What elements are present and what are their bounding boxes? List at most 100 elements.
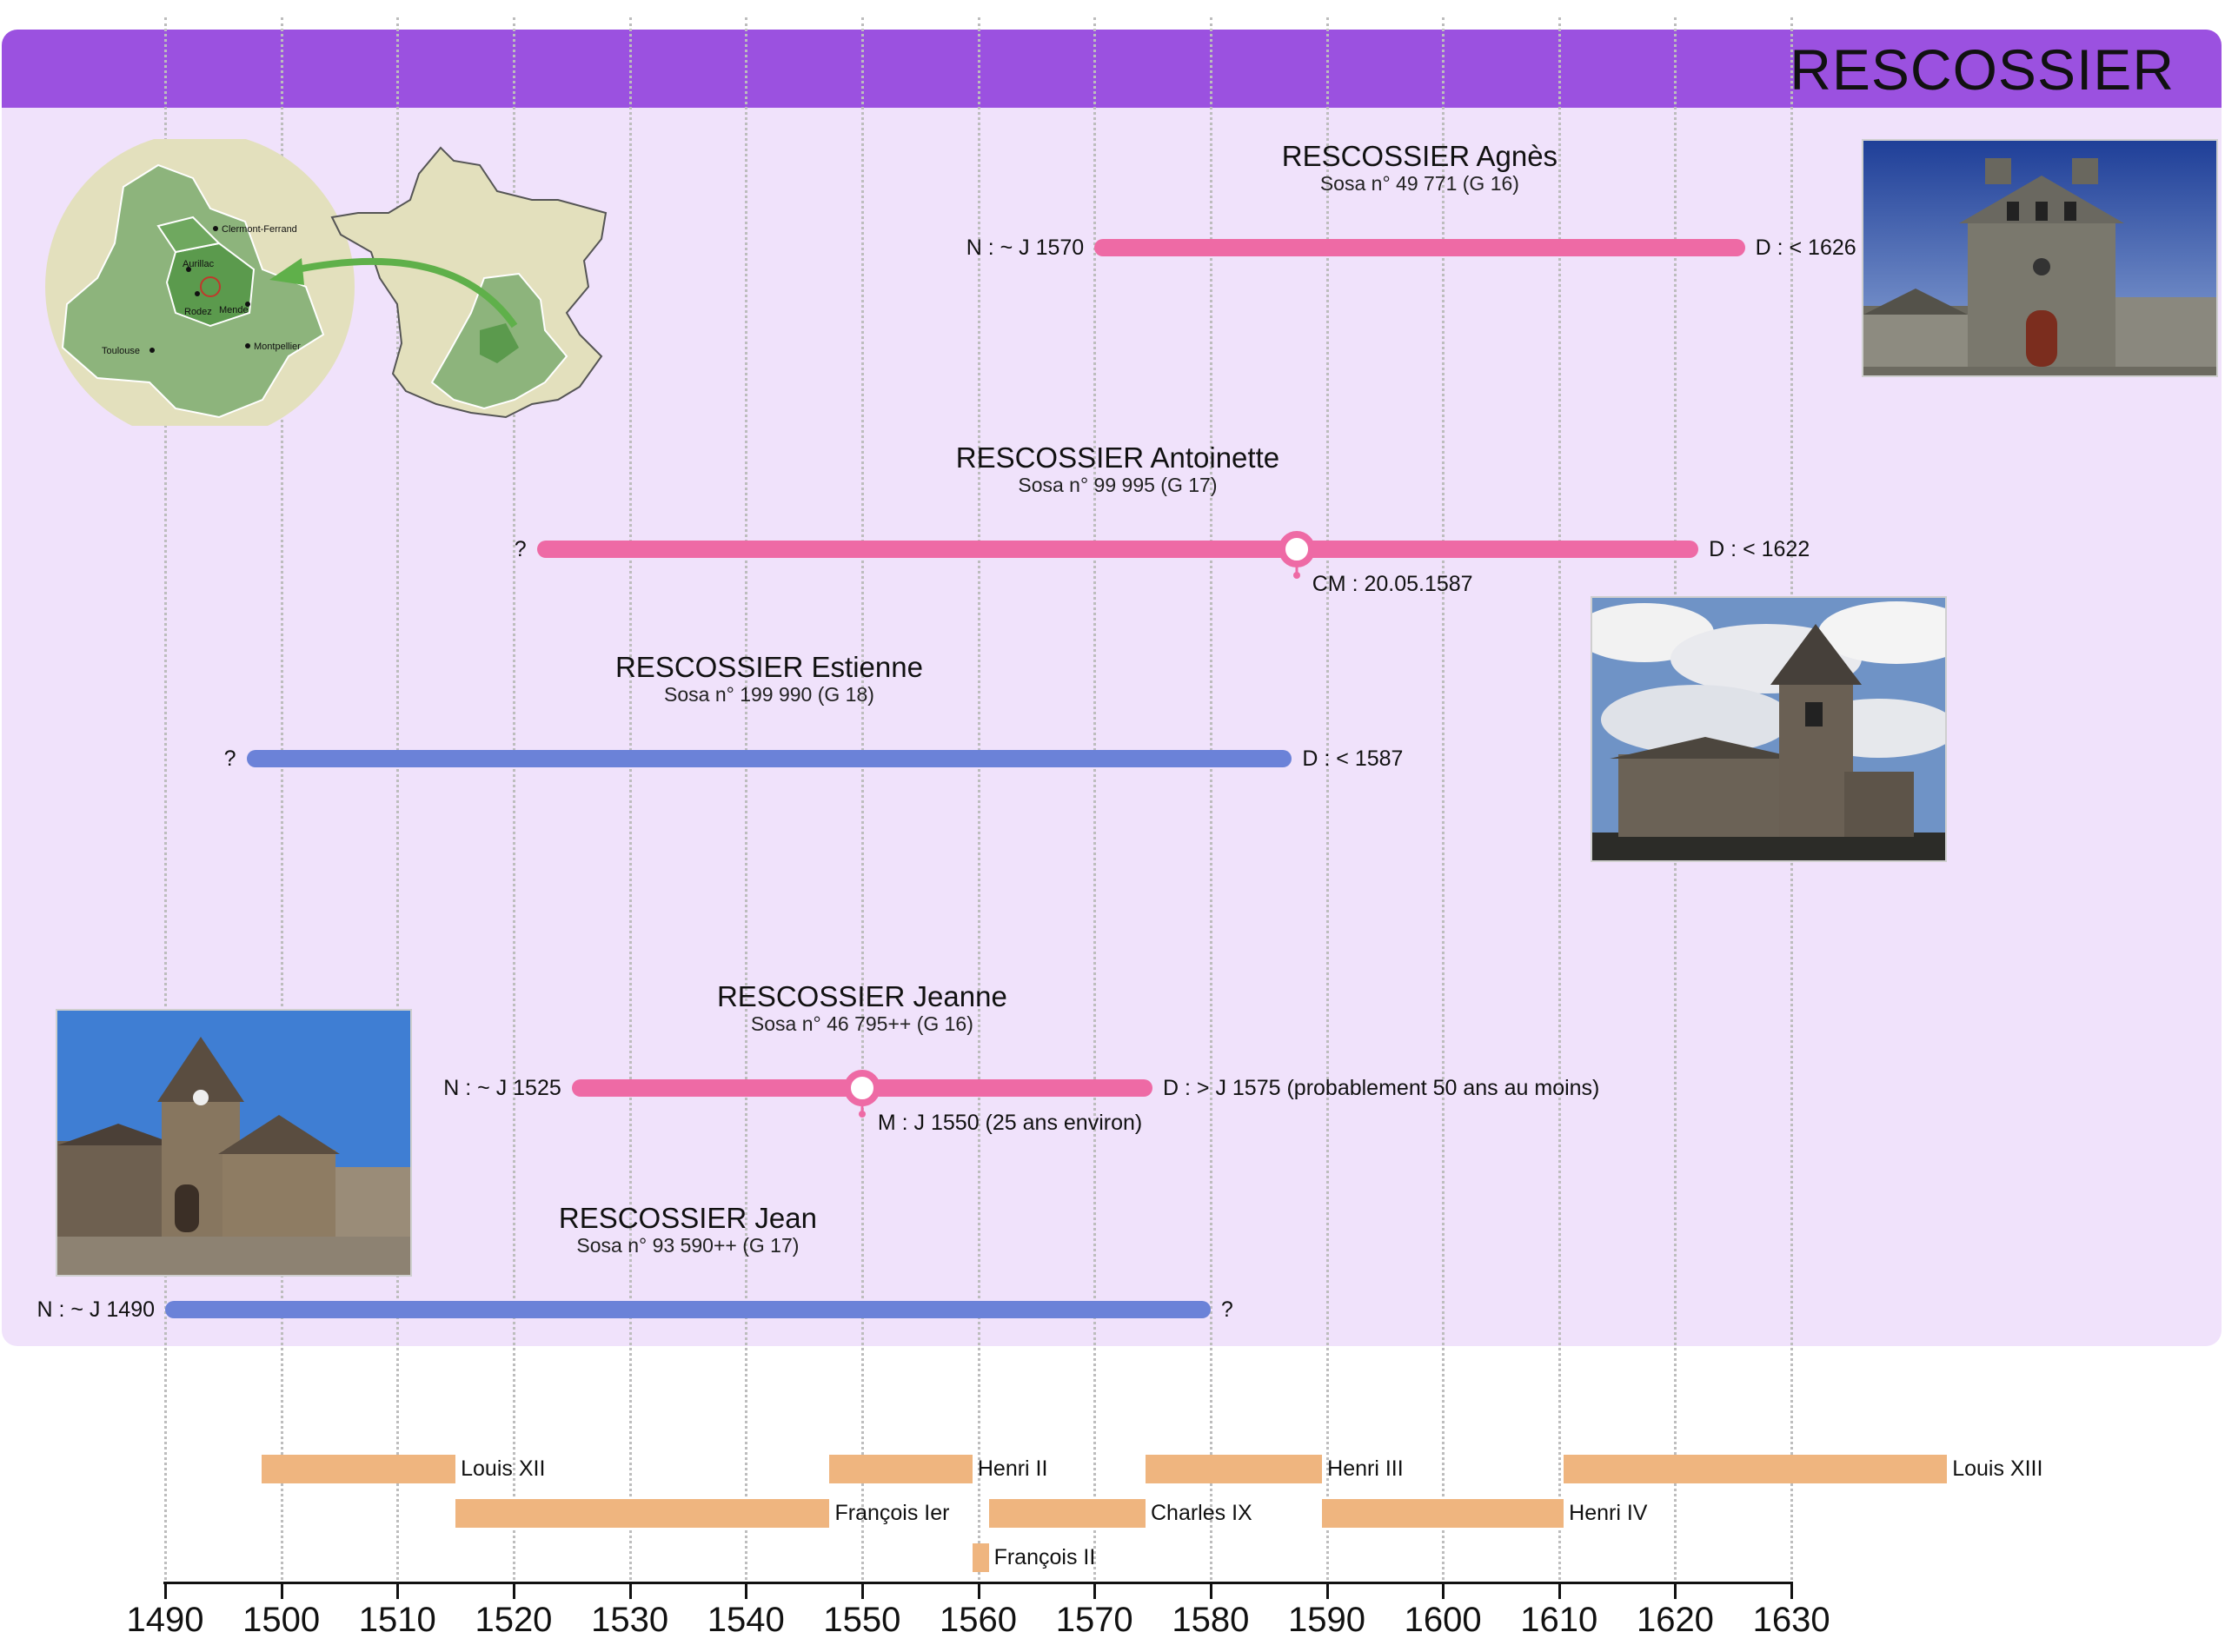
gridline xyxy=(1093,17,1097,1590)
death-label: ? xyxy=(1220,1297,1233,1322)
axis-tick xyxy=(1790,1582,1794,1599)
city-label: Aurillac xyxy=(183,259,215,269)
reign-bar xyxy=(1146,1455,1323,1483)
person-sosa: Sosa n° 46 795++ (G 16) xyxy=(750,1012,973,1035)
axis-tick xyxy=(745,1582,748,1599)
birth-label: N : ~ J 1525 xyxy=(443,1076,561,1100)
birth-label: ? xyxy=(514,537,527,561)
birth-label: N : ~ J 1490 xyxy=(37,1297,156,1322)
person-name: RESCOSSIER Estienne xyxy=(614,651,923,683)
event-marker xyxy=(843,1070,880,1106)
lifespan-bar xyxy=(536,541,1699,558)
reign-label: Henri III xyxy=(1327,1456,1404,1481)
event-label: CM : 20.05.1587 xyxy=(1312,572,1473,596)
death-label: D : < 1587 xyxy=(1302,746,1404,771)
region-map-illustration: Clermont-Ferrand Aurillac Rodez Mende To… xyxy=(45,139,608,426)
person-name: RESCOSSIER Agnès xyxy=(1281,140,1558,172)
death-label: D : < 1626 xyxy=(1755,236,1856,260)
event-label: M : J 1550 (25 ans environ) xyxy=(877,1111,1143,1135)
city-label: Rodez xyxy=(184,307,212,317)
map-city-labels: Clermont-Ferrand Aurillac Rodez Mende To… xyxy=(102,224,301,356)
reign-label: François Ier xyxy=(834,1501,950,1525)
axis-tick-label: 1630 xyxy=(1752,1601,1830,1639)
birth-label: N : ~ J 1570 xyxy=(966,236,1085,260)
reign-label: Louis XIII xyxy=(1952,1456,2043,1481)
gridline xyxy=(1209,17,1212,1590)
reign-bar xyxy=(972,1543,989,1572)
reign-label: Louis XII xyxy=(461,1456,546,1481)
axis-tick-label: 1620 xyxy=(1636,1601,1714,1639)
axis-tick-label: 1490 xyxy=(126,1601,204,1639)
gridline xyxy=(512,17,515,1590)
person-sosa: Sosa n° 199 990 (G 18) xyxy=(664,683,874,706)
axis-tick xyxy=(1093,1582,1097,1599)
axis-tick-label: 1530 xyxy=(591,1601,669,1639)
page-title: RESCOSSIER xyxy=(1790,37,2175,102)
axis-tick xyxy=(628,1582,632,1599)
person-sosa: Sosa n° 49 771 (G 16) xyxy=(1319,172,1519,195)
reign-bar xyxy=(455,1499,830,1528)
axis-tick xyxy=(1442,1582,1445,1599)
lifespan-bar xyxy=(165,1301,1211,1318)
axis-tick xyxy=(1325,1582,1329,1599)
axis-tick-label: 1570 xyxy=(1055,1601,1133,1639)
gridline xyxy=(164,17,167,1590)
subregion-shape xyxy=(165,242,256,328)
event-dot xyxy=(858,1111,866,1118)
reign-label: Henri II xyxy=(977,1456,1048,1481)
lifespan-bar xyxy=(1094,239,1745,256)
person-sosa: Sosa n° 99 995 (G 17) xyxy=(1018,474,1218,496)
axis-tick xyxy=(860,1582,864,1599)
gridline xyxy=(745,17,748,1590)
person-name: RESCOSSIER Jeanne xyxy=(716,980,1007,1012)
reign-bar xyxy=(261,1455,456,1483)
church-photo-estienne xyxy=(1591,596,1947,862)
city-label: Montpellier xyxy=(254,342,301,352)
church-photo-jeanne xyxy=(56,1009,412,1277)
event-marker xyxy=(1278,531,1315,567)
reign-label: Henri IV xyxy=(1569,1501,1648,1525)
death-label: D : < 1622 xyxy=(1709,537,1810,561)
reign-bar xyxy=(1564,1455,1948,1483)
time-axis xyxy=(163,1582,1790,1584)
person-name: RESCOSSIER Antoinette xyxy=(955,441,1280,474)
gridline xyxy=(628,17,632,1590)
gridline xyxy=(977,17,980,1590)
gridline xyxy=(396,17,400,1590)
axis-tick xyxy=(164,1582,167,1599)
location-marker xyxy=(200,276,221,297)
church-photo-agnes xyxy=(1862,139,2218,377)
axis-tick-label: 1540 xyxy=(707,1601,785,1639)
event-dot xyxy=(1292,572,1300,579)
axis-tick xyxy=(977,1582,980,1599)
axis-tick xyxy=(396,1582,400,1599)
person-name: RESCOSSIER Jean xyxy=(558,1202,817,1234)
axis-tick-label: 1560 xyxy=(940,1601,1018,1639)
reign-label: François II xyxy=(993,1545,1096,1569)
axis-tick xyxy=(1209,1582,1212,1599)
city-label: Clermont-Ferrand xyxy=(222,224,297,235)
axis-tick-label: 1500 xyxy=(242,1601,321,1639)
axis-tick xyxy=(512,1582,515,1599)
gridline xyxy=(860,17,864,1590)
axis-tick-label: 1610 xyxy=(1520,1601,1598,1639)
death-label: D : > J 1575 (probablement 50 ans au moi… xyxy=(1163,1076,1600,1100)
gridline xyxy=(1325,17,1329,1590)
axis-tick-label: 1600 xyxy=(1404,1601,1482,1639)
reign-bar xyxy=(829,1455,973,1483)
gridline xyxy=(280,17,283,1590)
axis-tick-label: 1520 xyxy=(475,1601,553,1639)
axis-tick-label: 1550 xyxy=(823,1601,901,1639)
axis-tick xyxy=(1558,1582,1561,1599)
header-bar: RESCOSSIER xyxy=(2,30,2222,108)
city-label: Toulouse xyxy=(102,346,140,356)
gridline xyxy=(1442,17,1445,1590)
reign-label: Charles IX xyxy=(1151,1501,1252,1525)
axis-tick-label: 1580 xyxy=(1172,1601,1250,1639)
axis-tick-label: 1510 xyxy=(358,1601,436,1639)
person-sosa: Sosa n° 93 590++ (G 17) xyxy=(576,1234,800,1257)
birth-label: ? xyxy=(223,746,236,771)
lifespan-bar xyxy=(246,750,1292,767)
city-label: Mende xyxy=(219,305,249,315)
